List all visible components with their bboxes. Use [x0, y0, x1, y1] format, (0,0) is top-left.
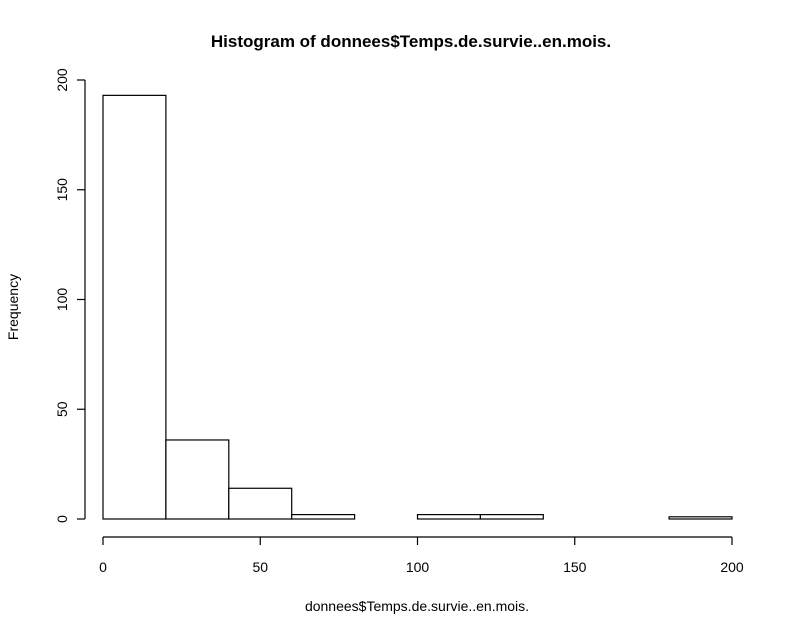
chart-title: Histogram of donnees$Temps.de.survie..en… — [211, 32, 611, 51]
histogram-bar — [102, 94, 167, 520]
y-tick-label: 100 — [54, 288, 70, 312]
y-tick-label: 200 — [54, 68, 70, 92]
x-tick-label: 0 — [99, 559, 107, 575]
histogram-bar — [228, 487, 293, 520]
histogram-bar — [291, 514, 356, 520]
bars-group — [102, 94, 733, 520]
histogram-bar — [165, 439, 230, 520]
histogram-bar — [668, 516, 733, 520]
y-tick-label: 0 — [54, 515, 70, 523]
x-axis-label: donnees$Temps.de.survie..en.mois. — [305, 598, 529, 614]
y-axis-label: Frequency — [5, 274, 21, 340]
y-tick-label: 50 — [54, 401, 70, 417]
x-tick-label: 50 — [252, 559, 268, 575]
y-axis: 0 50 100 150 200 — [54, 68, 86, 523]
x-axis: 0 50 100 150 200 — [99, 536, 744, 575]
histogram-bar — [416, 514, 482, 520]
y-tick-label: 150 — [54, 178, 70, 202]
histogram-bar — [479, 514, 544, 520]
x-tick-label: 100 — [406, 559, 430, 575]
x-tick-label: 150 — [563, 559, 587, 575]
x-tick-label: 200 — [720, 559, 744, 575]
